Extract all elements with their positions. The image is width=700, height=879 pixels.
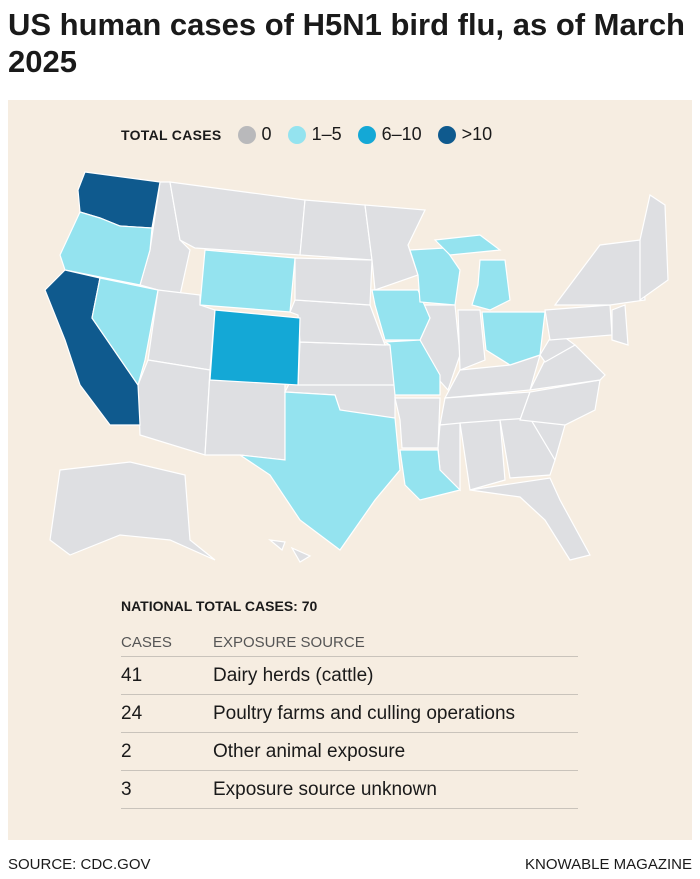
column-header: EXPOSURE SOURCE: [213, 633, 365, 651]
cases-cell: 24: [121, 702, 143, 724]
title: US human cases of H5N1 bird flu, as of M…: [8, 7, 685, 79]
source: SOURCE: CDC.GOV: [8, 856, 151, 873]
cases-cell: 2: [121, 740, 132, 762]
legend-label: TOTAL CASES: [121, 126, 222, 143]
table-row: 41 Dairy herds (cattle): [121, 657, 578, 695]
legend-item: >10: [437, 124, 493, 145]
source-cell: Dairy herds (cattle): [213, 664, 374, 686]
legend-swatch: [287, 125, 306, 144]
column-header: CASES: [121, 633, 172, 651]
source-cell: Exposure source unknown: [213, 778, 437, 800]
table-row: 3 Exposure source unknown: [121, 771, 578, 809]
cases-cell: 3: [121, 778, 132, 800]
panel: TOTAL CASES 0 1–5 6–10 >10: [8, 100, 692, 840]
cases-cell: 41: [121, 664, 143, 686]
legend-item-label: >10: [461, 124, 493, 144]
legend-item: 6–10: [357, 124, 422, 145]
table-heading: NATIONAL TOTAL CASES: 70: [121, 598, 318, 614]
legend-item: 1–5: [287, 124, 342, 145]
legend: TOTAL CASES 0 1–5 6–10 >10: [121, 124, 508, 145]
table-row: 24 Poultry farms and culling operations: [121, 695, 578, 733]
source-cell: Other animal exposure: [213, 740, 406, 762]
legend-swatch: [437, 125, 456, 144]
states: [44, 171, 669, 563]
legend-item-label: 1–5: [311, 124, 342, 144]
cases-table: NATIONAL TOTAL CASES: 70 CASES EXPOSURE …: [121, 598, 578, 809]
legend-swatch: [237, 125, 256, 144]
us-map: [44, 171, 669, 563]
legend-item-label: 6–10: [381, 124, 422, 144]
legend-item-label: 0: [261, 124, 272, 144]
column-headers: CASES EXPOSURE SOURCE: [121, 628, 578, 657]
credit: KNOWABLE MAGAZINE: [525, 856, 692, 873]
legend-item: 0: [237, 124, 272, 145]
table-row: 2 Other animal exposure: [121, 733, 578, 771]
legend-swatch: [357, 125, 376, 144]
source-cell: Poultry farms and culling operations: [213, 702, 516, 724]
